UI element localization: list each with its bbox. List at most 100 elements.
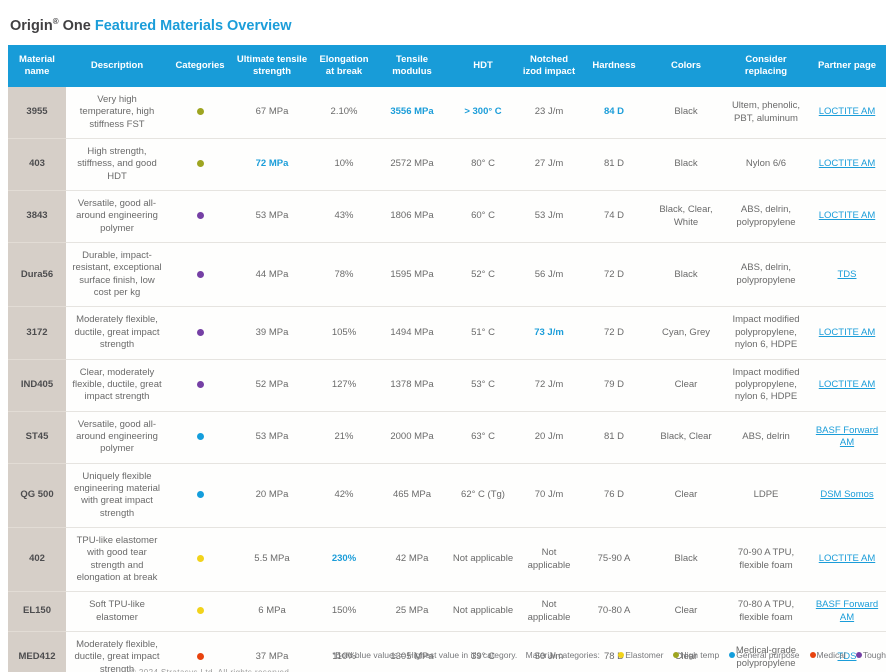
value: 39° C	[471, 651, 495, 663]
partner-page-link[interactable]: TDS	[837, 651, 857, 663]
value: 1595 MPa	[390, 268, 434, 280]
table-header: Material name Description Categories Ult…	[8, 45, 886, 87]
category-dot-medical	[196, 653, 204, 661]
materials-table: Material name Description Categories Ult…	[8, 45, 886, 672]
cell-izod: Not applicable	[518, 591, 580, 632]
highlighted-value: 72 MPa	[255, 158, 289, 170]
cell-uts: 72 MPa	[232, 138, 312, 192]
cell-izod: 27 J/m	[518, 138, 580, 192]
partner-page-link[interactable]: LOCTITE AM	[818, 210, 876, 222]
legend-dot-elastomer	[618, 651, 625, 658]
value: 2.10%	[330, 106, 358, 118]
value: 62° C (Tg)	[461, 489, 505, 501]
cell-colors: Black	[648, 138, 724, 192]
category-dot-general-purpose	[196, 491, 204, 499]
col-header-notched-izod-impact: Notched izod impact	[518, 45, 580, 87]
cell-partner-page: DSM Somos	[808, 463, 886, 528]
cell-colors: Cyan, Grey	[648, 306, 724, 360]
category-dot-elastomer	[196, 607, 204, 615]
value: 1494 MPa	[390, 326, 434, 338]
cell-modulus: 1595 MPa	[376, 242, 448, 308]
cell-partner-page: LOCTITE AM	[808, 306, 886, 360]
legend-label: Medical	[816, 650, 846, 660]
cell-consider-replacing: LDPE	[724, 463, 808, 528]
cell-hardness: 81 D	[580, 138, 648, 192]
table-row: QG 500 Uniquely flexible engineering mate…	[8, 463, 886, 528]
value: 70 J/m	[534, 489, 564, 501]
cell-izod: 23 J/m	[518, 87, 580, 140]
cell-colors: Clear	[648, 463, 724, 528]
value: 60° C	[471, 210, 495, 222]
cell-description: Uniquely flexible engineering material w…	[66, 463, 168, 528]
table-footnote: *Bold blue values = Highest value in it'…	[332, 650, 886, 660]
cell-uts: 6 MPa	[232, 591, 312, 632]
highlighted-value: > 300° C	[464, 106, 502, 118]
cell-category	[168, 591, 232, 632]
partner-page-link[interactable]: LOCTITE AM	[818, 326, 876, 338]
value: 42%	[334, 489, 354, 501]
col-header-hardness: Hardness	[580, 45, 648, 87]
value: 6 MPa	[258, 605, 286, 617]
partner-page-link[interactable]: LOCTITE AM	[818, 106, 876, 118]
cell-hdt: Not applicable	[448, 591, 518, 632]
cell-partner-page: BASF Forward AM	[808, 591, 886, 632]
value: 53° C	[471, 378, 495, 390]
value: 1378 MPa	[390, 378, 434, 390]
value: 20 MPa	[255, 489, 289, 501]
highlighted-value: 230%	[331, 553, 357, 565]
partner-page-link[interactable]: LOCTITE AM	[818, 378, 876, 390]
col-header-ultimate-tensile-strength: Ultimate tensile strength	[232, 45, 312, 87]
value: 150%	[331, 605, 357, 617]
highlighted-value: 84 D	[603, 106, 625, 118]
col-header-hdt: HDT	[448, 45, 518, 87]
category-dot-general-purpose	[196, 432, 204, 440]
legend-label: Elastomer	[625, 650, 664, 660]
cell-modulus: 2000 MPa	[376, 411, 448, 464]
value: 53 MPa	[255, 210, 289, 222]
cell-elongation: 230%	[312, 527, 376, 593]
partner-page-link[interactable]: TDS	[837, 268, 857, 280]
table-row: 402 TPU-like elastomer with good tear str…	[8, 527, 886, 593]
cell-colors: Clear	[648, 591, 724, 632]
cell-colors: Black, Clear, White	[648, 190, 724, 244]
cell-partner-page: BASF Forward AM	[808, 411, 886, 464]
page-title-accent: Featured Materials Overview	[94, 17, 292, 34]
value: 21%	[334, 430, 354, 442]
partner-page-link[interactable]: BASF Forward AM	[815, 599, 879, 623]
col-header-consider-replacing: Consider replacing	[724, 45, 808, 87]
value: 2000 MPa	[390, 430, 434, 442]
cell-izod: 70 J/m	[518, 463, 580, 528]
partner-page-link[interactable]: BASF Forward AM	[815, 424, 879, 449]
partner-page-link[interactable]: LOCTITE AM	[818, 158, 876, 170]
value: 70-80 A	[597, 605, 631, 617]
copyright-line-clipped: © 2024 Stratasys Ltd. All rights reserve…	[130, 668, 770, 672]
cell-izod: 72 J/m	[518, 359, 580, 412]
legend-label: High temp	[680, 650, 720, 660]
col-header-description: Description	[66, 45, 168, 87]
cell-modulus: 42 MPa	[376, 527, 448, 593]
highlighted-value: 73 J/m	[534, 326, 564, 338]
cell-hardness: 81 D	[580, 411, 648, 464]
cell-category	[168, 463, 232, 528]
cell-hardness: 78 D	[580, 631, 648, 672]
category-dot-tough	[196, 380, 204, 388]
category-dot-tough	[196, 328, 204, 336]
value: 74 D	[603, 210, 625, 222]
cell-modulus: 1305 MPa	[376, 631, 448, 672]
value: 78 D	[603, 651, 625, 663]
value: 39 MPa	[255, 326, 289, 338]
cell-hardness: 84 D	[580, 87, 648, 140]
legend-label: Tough	[862, 650, 886, 660]
partner-page-link[interactable]: LOCTITE AM	[818, 553, 876, 565]
cell-partner-page: LOCTITE AM	[808, 87, 886, 140]
cell-hdt: 62° C (Tg)	[448, 463, 518, 528]
partner-page-link[interactable]: DSM Somos	[820, 489, 874, 501]
legend-item-medical: Medical	[809, 650, 846, 660]
cell-partner-page: LOCTITE AM	[808, 190, 886, 244]
cell-category	[168, 87, 232, 140]
cell-colors: Black	[648, 527, 724, 593]
legend-dot-high-temp	[673, 651, 680, 658]
value: Not applicable	[527, 599, 571, 623]
cell-category	[168, 138, 232, 192]
